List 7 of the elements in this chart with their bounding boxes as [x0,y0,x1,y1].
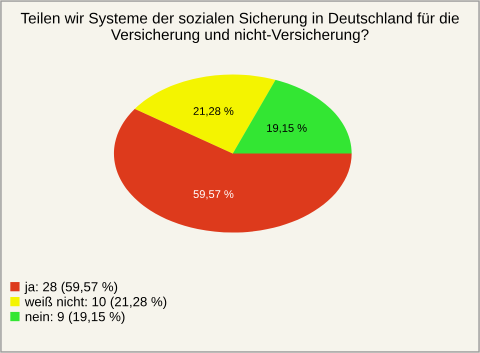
legend-label: ja: 28 (59,57 %) [24,282,118,294]
legend-label: weiß nicht: 10 (21,28 %) [24,296,166,309]
data-label: 59,57 % [194,190,234,200]
data-label: 19,15 % [267,124,307,134]
chart-title: Teilen wir Systeme der sozialen Sicherung in Deutschland für die Versicherung und nicht-Versicherung? [20,12,459,44]
legend-label: nein: 9 (19,15 %) [26,312,124,324]
data-label: 21,28 % [194,107,234,116]
